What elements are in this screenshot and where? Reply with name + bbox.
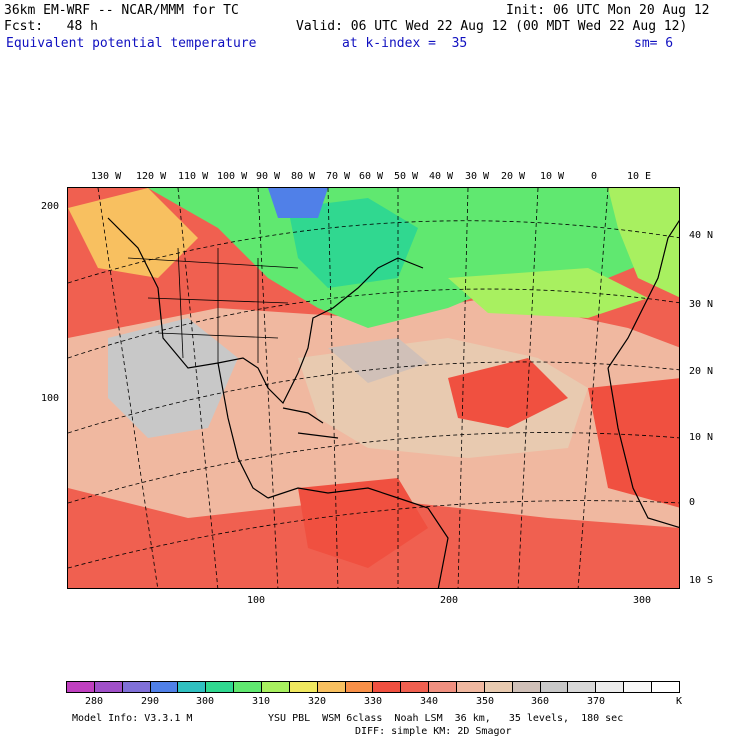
lon-label: 60 W bbox=[359, 171, 384, 182]
lat-label: 20 N bbox=[689, 366, 714, 377]
lat-label: 10 S bbox=[689, 575, 714, 586]
scale-label: 330 bbox=[364, 696, 383, 707]
color-swatch bbox=[234, 682, 263, 692]
valid-time: Valid: 06 UTC Wed 22 Aug 12 (00 MDT Wed … bbox=[296, 19, 688, 34]
color-swatch bbox=[317, 682, 346, 692]
scale-label: 350 bbox=[476, 696, 495, 707]
lat-label: 30 N bbox=[689, 299, 714, 310]
color-swatch bbox=[596, 682, 625, 692]
scale-label: 300 bbox=[196, 696, 215, 707]
lon-label: 100 W bbox=[217, 171, 248, 182]
color-swatch bbox=[457, 682, 485, 692]
color-swatch bbox=[624, 682, 653, 692]
hudson-blue bbox=[268, 188, 328, 218]
lon-label: 30 W bbox=[465, 171, 490, 182]
lon-label: 110 W bbox=[178, 171, 209, 182]
lon-label: 80 W bbox=[291, 171, 316, 182]
amazon-hot bbox=[298, 478, 428, 568]
northwest-yellow bbox=[68, 188, 198, 278]
grid-x-label: 300 bbox=[633, 595, 652, 606]
coastlines bbox=[107, 217, 679, 588]
central-grey bbox=[328, 338, 428, 383]
scale-label: 310 bbox=[252, 696, 271, 707]
color-swatch bbox=[67, 682, 95, 692]
color-swatch bbox=[345, 682, 374, 692]
color-swatch bbox=[373, 682, 402, 692]
grid-x-label: 100 bbox=[247, 595, 266, 606]
color-swatch bbox=[540, 682, 569, 692]
color-swatch bbox=[429, 682, 458, 692]
scale-label: 320 bbox=[308, 696, 327, 707]
lon-label: 20 W bbox=[501, 171, 526, 182]
scale-label: 280 bbox=[85, 696, 104, 707]
smoothing: sm= 6 bbox=[634, 36, 674, 51]
color-swatch bbox=[150, 682, 179, 692]
scale-label: 340 bbox=[420, 696, 439, 707]
theta-e-map bbox=[67, 187, 680, 589]
canada-cyan bbox=[288, 198, 418, 288]
graticule bbox=[68, 188, 679, 588]
color-swatch bbox=[94, 682, 123, 692]
political-boundaries bbox=[127, 247, 299, 363]
model-title: 36km EM-WRF -- NCAR/MMM for TC bbox=[4, 3, 239, 18]
lon-label: 10 W bbox=[540, 171, 565, 182]
lon-label: 90 W bbox=[256, 171, 281, 182]
lon-label: 40 W bbox=[429, 171, 454, 182]
atlantic-hot bbox=[448, 358, 568, 428]
color-swatch bbox=[289, 682, 318, 692]
grid-y-label: 100 bbox=[41, 393, 60, 404]
model-info: Model Info: V3.3.1 M bbox=[72, 713, 193, 724]
grid-x-label: 200 bbox=[440, 595, 459, 606]
scale-label: 370 bbox=[587, 696, 606, 707]
color-swatch bbox=[652, 682, 679, 692]
physics-line-1: YSU PBL WSM 6class Noah LSM 36 km, 35 le… bbox=[268, 713, 624, 724]
physics-line-2: DIFF: simple KM: 2D Smagor bbox=[355, 726, 512, 737]
scale-unit: K bbox=[676, 696, 683, 707]
atlantic-yellow bbox=[448, 268, 648, 318]
color-swatch bbox=[122, 682, 151, 692]
color-swatch bbox=[206, 682, 235, 692]
gulf-grey bbox=[108, 318, 238, 438]
color-swatch bbox=[568, 682, 597, 692]
lon-label: 130 W bbox=[91, 171, 122, 182]
lon-label: 0 bbox=[591, 171, 598, 182]
color-swatch bbox=[401, 682, 430, 692]
scale-label: 290 bbox=[141, 696, 160, 707]
lon-label: 50 W bbox=[394, 171, 419, 182]
lon-label: 10 E bbox=[627, 171, 652, 182]
lat-label: 40 N bbox=[689, 230, 714, 241]
lon-label: 120 W bbox=[136, 171, 167, 182]
field-name: Equivalent potential temperature bbox=[6, 36, 257, 51]
color-swatch bbox=[484, 682, 513, 692]
lon-label: 70 W bbox=[326, 171, 351, 182]
lat-label: 0 bbox=[689, 497, 696, 508]
k-index: at k-index = 35 bbox=[342, 36, 468, 51]
color-swatch bbox=[262, 682, 290, 692]
color-swatch bbox=[178, 682, 207, 692]
color-scale-bar bbox=[66, 681, 680, 693]
color-swatch bbox=[512, 682, 541, 692]
lat-label: 10 N bbox=[689, 432, 714, 443]
forecast-hour: Fcst: 48 h bbox=[4, 19, 98, 34]
grid-y-label: 200 bbox=[41, 201, 60, 212]
europe-green bbox=[608, 188, 679, 298]
init-time: Init: 06 UTC Mon 20 Aug 12 bbox=[506, 3, 710, 18]
scale-label: 360 bbox=[531, 696, 550, 707]
africa-hot bbox=[588, 378, 679, 508]
